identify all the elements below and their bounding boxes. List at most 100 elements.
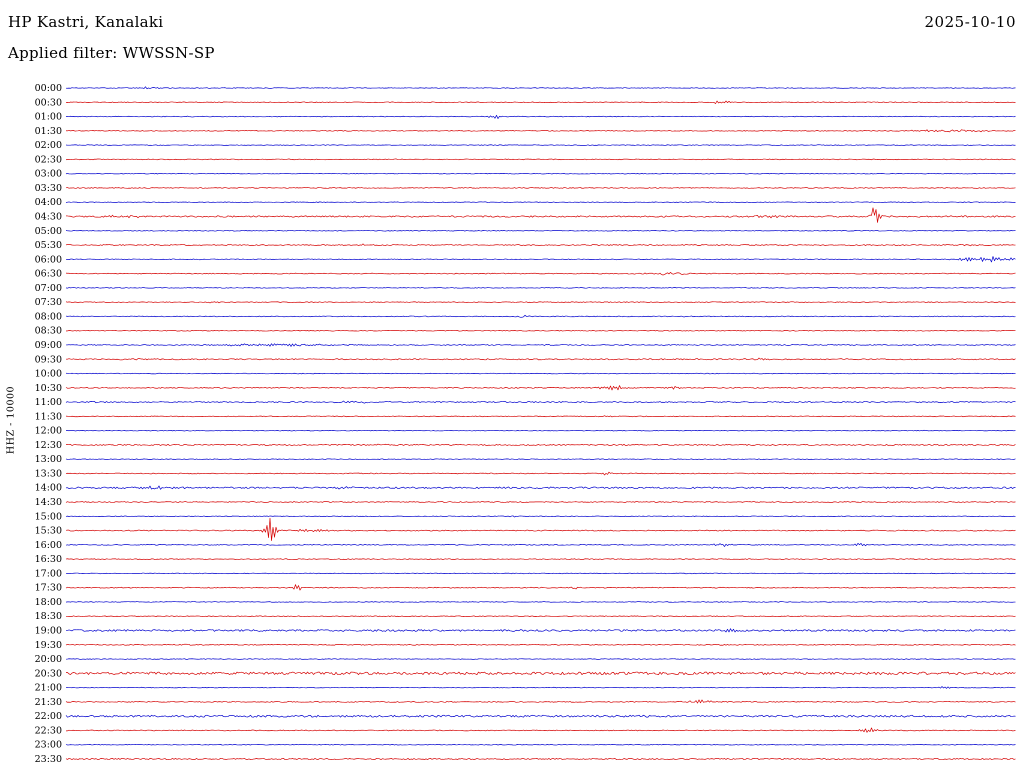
time-label: 07:30: [35, 297, 62, 308]
time-label: 09:00: [35, 340, 62, 351]
time-label: 07:00: [35, 283, 62, 294]
trace-row: [65, 357, 1016, 361]
time-label: 14:30: [35, 497, 62, 508]
time-label: 20:30: [35, 668, 62, 679]
date-label: 2025-10-10: [924, 13, 1016, 31]
trace-row: [65, 471, 1016, 476]
time-label: 15:00: [35, 511, 62, 522]
trace-row: [65, 558, 1016, 560]
time-label: 12:00: [35, 426, 62, 437]
time-label: 19:00: [35, 626, 62, 637]
trace-row: [65, 671, 1016, 675]
trace-row: [65, 744, 1016, 746]
time-label: 21:00: [35, 683, 62, 694]
time-label: 05:00: [35, 226, 62, 237]
time-label: 16:30: [35, 554, 62, 565]
trace-row: [65, 272, 1016, 276]
trace-row: [65, 628, 1016, 633]
trace-row: [65, 542, 1016, 547]
trace-row: [65, 443, 1016, 446]
time-label: 11:00: [35, 397, 62, 408]
time-label: 12:30: [35, 440, 62, 451]
trace-row: [65, 515, 1016, 518]
time-label: 10:30: [35, 383, 62, 394]
time-label: 02:00: [35, 140, 62, 151]
trace-row: [65, 385, 1016, 391]
time-label: 23:30: [35, 754, 62, 765]
time-label: 23:00: [35, 740, 62, 751]
trace-row: [65, 517, 1016, 541]
trace-row: [65, 100, 1016, 104]
time-label: 13:30: [35, 468, 62, 479]
trace-row: [65, 256, 1016, 263]
time-label: 06:30: [35, 269, 62, 280]
time-label: 18:00: [35, 597, 62, 608]
trace-row: [65, 658, 1016, 660]
trace-row: [65, 429, 1016, 432]
time-label: 00:30: [35, 97, 62, 108]
time-label: 13:00: [35, 454, 62, 465]
time-label: 11:30: [35, 411, 62, 422]
time-label: 14:00: [35, 483, 62, 494]
time-label: 17:30: [35, 583, 62, 594]
trace-row: [65, 415, 1016, 418]
time-label: 17:00: [35, 568, 62, 579]
time-label: 18:30: [35, 611, 62, 622]
time-label: 09:30: [35, 354, 62, 365]
time-label: 08:30: [35, 326, 62, 337]
time-label: 10:00: [35, 369, 62, 380]
time-label: 20:00: [35, 654, 62, 665]
trace-row: [65, 243, 1016, 247]
trace-row: [65, 485, 1016, 490]
trace-row: [65, 129, 1016, 133]
trace-row: [65, 501, 1016, 503]
trace-row: [65, 601, 1016, 603]
time-label: 22:00: [35, 711, 62, 722]
trace-row: [65, 686, 1016, 689]
trace-row: [65, 643, 1016, 646]
time-label: 19:30: [35, 640, 62, 651]
time-label: 04:00: [35, 197, 62, 208]
trace-row: [65, 572, 1016, 575]
trace-row: [65, 144, 1016, 146]
trace-row: [65, 172, 1016, 175]
time-label: 16:00: [35, 540, 62, 551]
trace-row: [65, 372, 1016, 375]
trace-row: [65, 114, 1016, 119]
filter-label: Applied filter: WWSSN-SP: [8, 44, 215, 62]
trace-row: [65, 584, 1016, 591]
trace-row: [65, 699, 1016, 704]
time-label: 02:30: [35, 154, 62, 165]
trace-row: [65, 615, 1016, 617]
time-label: 21:30: [35, 697, 62, 708]
trace-row: [65, 86, 1016, 90]
station-title: HP Kastri, Kanalaki: [8, 13, 164, 31]
trace-row: [65, 230, 1016, 232]
time-label: 22:30: [35, 725, 62, 736]
time-label: 03:00: [35, 169, 62, 180]
time-label: 01:30: [35, 126, 62, 137]
time-label: 06:00: [35, 254, 62, 265]
trace-row: [65, 158, 1016, 161]
trace-row: [65, 314, 1016, 318]
trace-row: [65, 287, 1016, 289]
trace-row: [66, 727, 1016, 733]
time-label: 03:30: [35, 183, 62, 194]
trace-row: [65, 329, 1016, 332]
time-label: 00:00: [35, 83, 62, 94]
trace-row: [65, 758, 1016, 760]
trace-row: [65, 187, 1016, 189]
trace-row: [65, 400, 1016, 404]
time-label: 01:00: [35, 112, 62, 123]
trace-row: [65, 343, 1016, 347]
trace-row: [65, 207, 1016, 223]
trace-row: [65, 301, 1016, 304]
time-label: 08:00: [35, 311, 62, 322]
time-label: 15:30: [35, 526, 62, 537]
trace-row: [65, 201, 1016, 204]
time-label: 04:30: [35, 211, 62, 222]
trace-row: [65, 458, 1016, 460]
time-label: 05:30: [35, 240, 62, 251]
trace-row: [65, 714, 1016, 718]
